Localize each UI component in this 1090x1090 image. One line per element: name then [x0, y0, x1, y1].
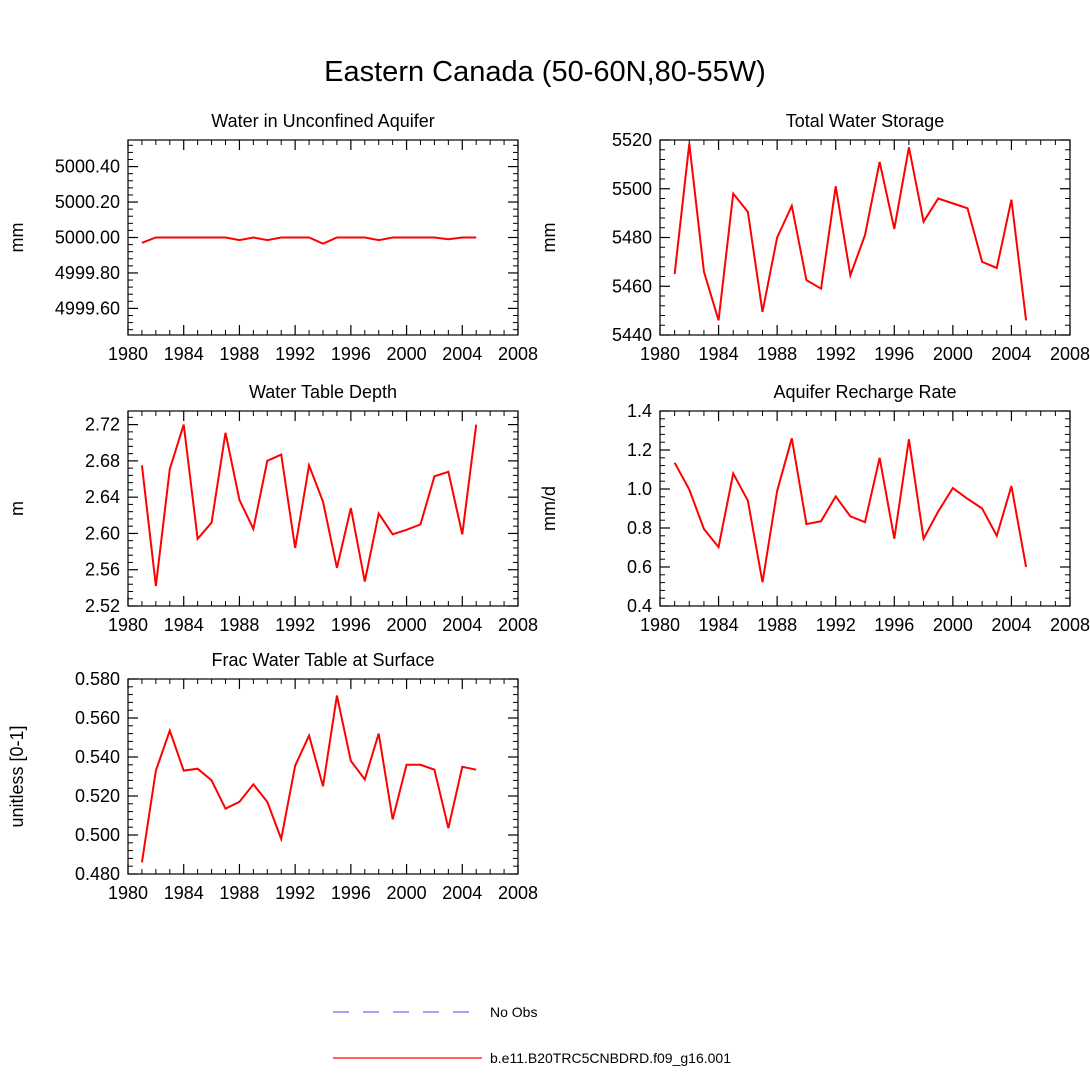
x-tick-label: 1984	[164, 344, 204, 364]
x-tick-label: 1980	[108, 615, 148, 635]
y-tick-label: 2.52	[85, 596, 120, 616]
y-tick-label: 0.580	[75, 669, 120, 689]
x-tick-label: 1992	[816, 344, 856, 364]
chart-title: Water in Unconfined Aquifer	[211, 111, 434, 131]
y-tick-label: 4999.80	[55, 263, 120, 283]
y-tick-label: 1.2	[627, 440, 652, 460]
x-tick-label: 1984	[699, 344, 739, 364]
legend-label-model: b.e11.B20TRC5CNBDRD.f09_g16.001	[490, 1050, 731, 1066]
x-tick-label: 1992	[816, 615, 856, 635]
x-tick-label: 1984	[699, 615, 739, 635]
x-tick-label: 1992	[275, 344, 315, 364]
x-tick-label: 2000	[933, 344, 973, 364]
x-tick-label: 2000	[387, 344, 427, 364]
y-tick-label: 5480	[612, 228, 652, 248]
y-axis-label: mm/d	[539, 486, 559, 531]
chart-panel: Water in Unconfined Aquifer mm 1980 1984 198…	[7, 111, 538, 364]
x-tick-label: 1996	[874, 615, 914, 635]
x-tick-label: 1992	[275, 615, 315, 635]
chart-title: Water Table Depth	[249, 382, 397, 402]
y-tick-label: 5000.20	[55, 192, 120, 212]
x-tick-label: 1980	[108, 883, 148, 903]
x-tick-label: 1984	[164, 883, 204, 903]
y-tick-label: 0.8	[627, 518, 652, 538]
y-tick-label: 1.4	[627, 401, 652, 421]
y-tick-label: 5500	[612, 179, 652, 199]
series-line	[673, 143, 1028, 321]
chart-title: Total Water Storage	[786, 111, 944, 131]
x-tick-label: 2008	[498, 344, 538, 364]
plot-frame	[127, 139, 519, 336]
y-tick-label: 1.0	[627, 479, 652, 499]
y-tick-label: 2.60	[85, 523, 120, 543]
chart-panel: Frac Water Table at Surface unitless [0-1…	[7, 650, 538, 903]
x-tick-label: 1992	[275, 883, 315, 903]
x-tick-label: 2000	[387, 615, 427, 635]
y-tick-label: 0.500	[75, 825, 120, 845]
x-tick-label: 1980	[640, 615, 680, 635]
y-tick-label: 5460	[612, 276, 652, 296]
plot-frame	[659, 139, 1071, 336]
y-tick-label: 5440	[612, 325, 652, 345]
x-tick-label: 1988	[219, 883, 259, 903]
plot-frame	[127, 678, 519, 875]
x-tick-label: 2004	[442, 615, 482, 635]
chart-panel: Water Table Depth m 1980 1984 1988 1992 1996 20…	[7, 382, 538, 635]
y-tick-label: 0.6	[627, 557, 652, 577]
chart-panel: Total Water Storage mm 1980 1984 1988 1992 199…	[539, 111, 1090, 364]
y-axis-label: mm	[7, 223, 27, 253]
x-tick-label: 1984	[164, 615, 204, 635]
x-tick-label: 1996	[331, 883, 371, 903]
x-tick-label: 2000	[387, 883, 427, 903]
y-tick-label: 2.56	[85, 560, 120, 580]
x-tick-label: 2004	[442, 883, 482, 903]
x-tick-label: 1996	[874, 344, 914, 364]
x-tick-label: 2008	[498, 615, 538, 635]
chart-panels: Water in Unconfined Aquifer mm 1980 1984 198…	[7, 111, 1090, 903]
figure-title: Eastern Canada (50-60N,80-55W)	[324, 56, 766, 88]
x-tick-label: 2004	[991, 344, 1031, 364]
y-tick-label: 2.72	[85, 415, 120, 435]
chart-title: Aquifer Recharge Rate	[773, 382, 956, 402]
x-tick-label: 2004	[442, 344, 482, 364]
y-axis-label: mm	[539, 223, 559, 253]
series-line	[140, 424, 478, 587]
y-tick-label: 0.480	[75, 864, 120, 884]
y-tick-label: 2.68	[85, 451, 120, 471]
x-tick-label: 1988	[219, 615, 259, 635]
x-tick-label: 1996	[331, 344, 371, 364]
y-tick-label: 4999.60	[55, 298, 120, 318]
chart-title: Frac Water Table at Surface	[211, 650, 434, 670]
x-tick-label: 1980	[640, 344, 680, 364]
y-tick-label: 5000.00	[55, 228, 120, 248]
x-tick-label: 2008	[1050, 615, 1090, 635]
x-tick-label: 1996	[331, 615, 371, 635]
y-tick-label: 0.4	[627, 596, 652, 616]
x-tick-label: 2008	[1050, 344, 1090, 364]
y-tick-label: 0.560	[75, 708, 120, 728]
plot-frame	[127, 410, 519, 607]
y-axis-label: m	[7, 501, 27, 516]
x-tick-label: 1980	[108, 344, 148, 364]
y-tick-label: 5000.40	[55, 157, 120, 177]
series-line	[141, 236, 477, 245]
y-axis-label: unitless [0-1]	[7, 725, 27, 827]
x-tick-label: 2004	[991, 615, 1031, 635]
x-tick-label: 2008	[498, 883, 538, 903]
x-tick-label: 1988	[219, 344, 259, 364]
x-tick-label: 1988	[757, 344, 797, 364]
series-line	[140, 695, 477, 863]
legend: No Obs b.e11.B20TRC5CNBDRD.f09_g16.001	[333, 1004, 731, 1066]
chart-panel: Aquifer Recharge Rate mm/d 1980 1984 1988 199…	[539, 382, 1090, 635]
y-tick-label: 0.540	[75, 747, 120, 767]
legend-label-no-obs: No Obs	[490, 1004, 537, 1020]
x-tick-label: 1988	[757, 615, 797, 635]
series-line	[673, 438, 1028, 583]
x-tick-label: 2000	[933, 615, 973, 635]
plot-frame	[659, 410, 1071, 607]
y-tick-label: 2.64	[85, 487, 120, 507]
y-tick-label: 0.520	[75, 786, 120, 806]
y-tick-label: 5520	[612, 130, 652, 150]
